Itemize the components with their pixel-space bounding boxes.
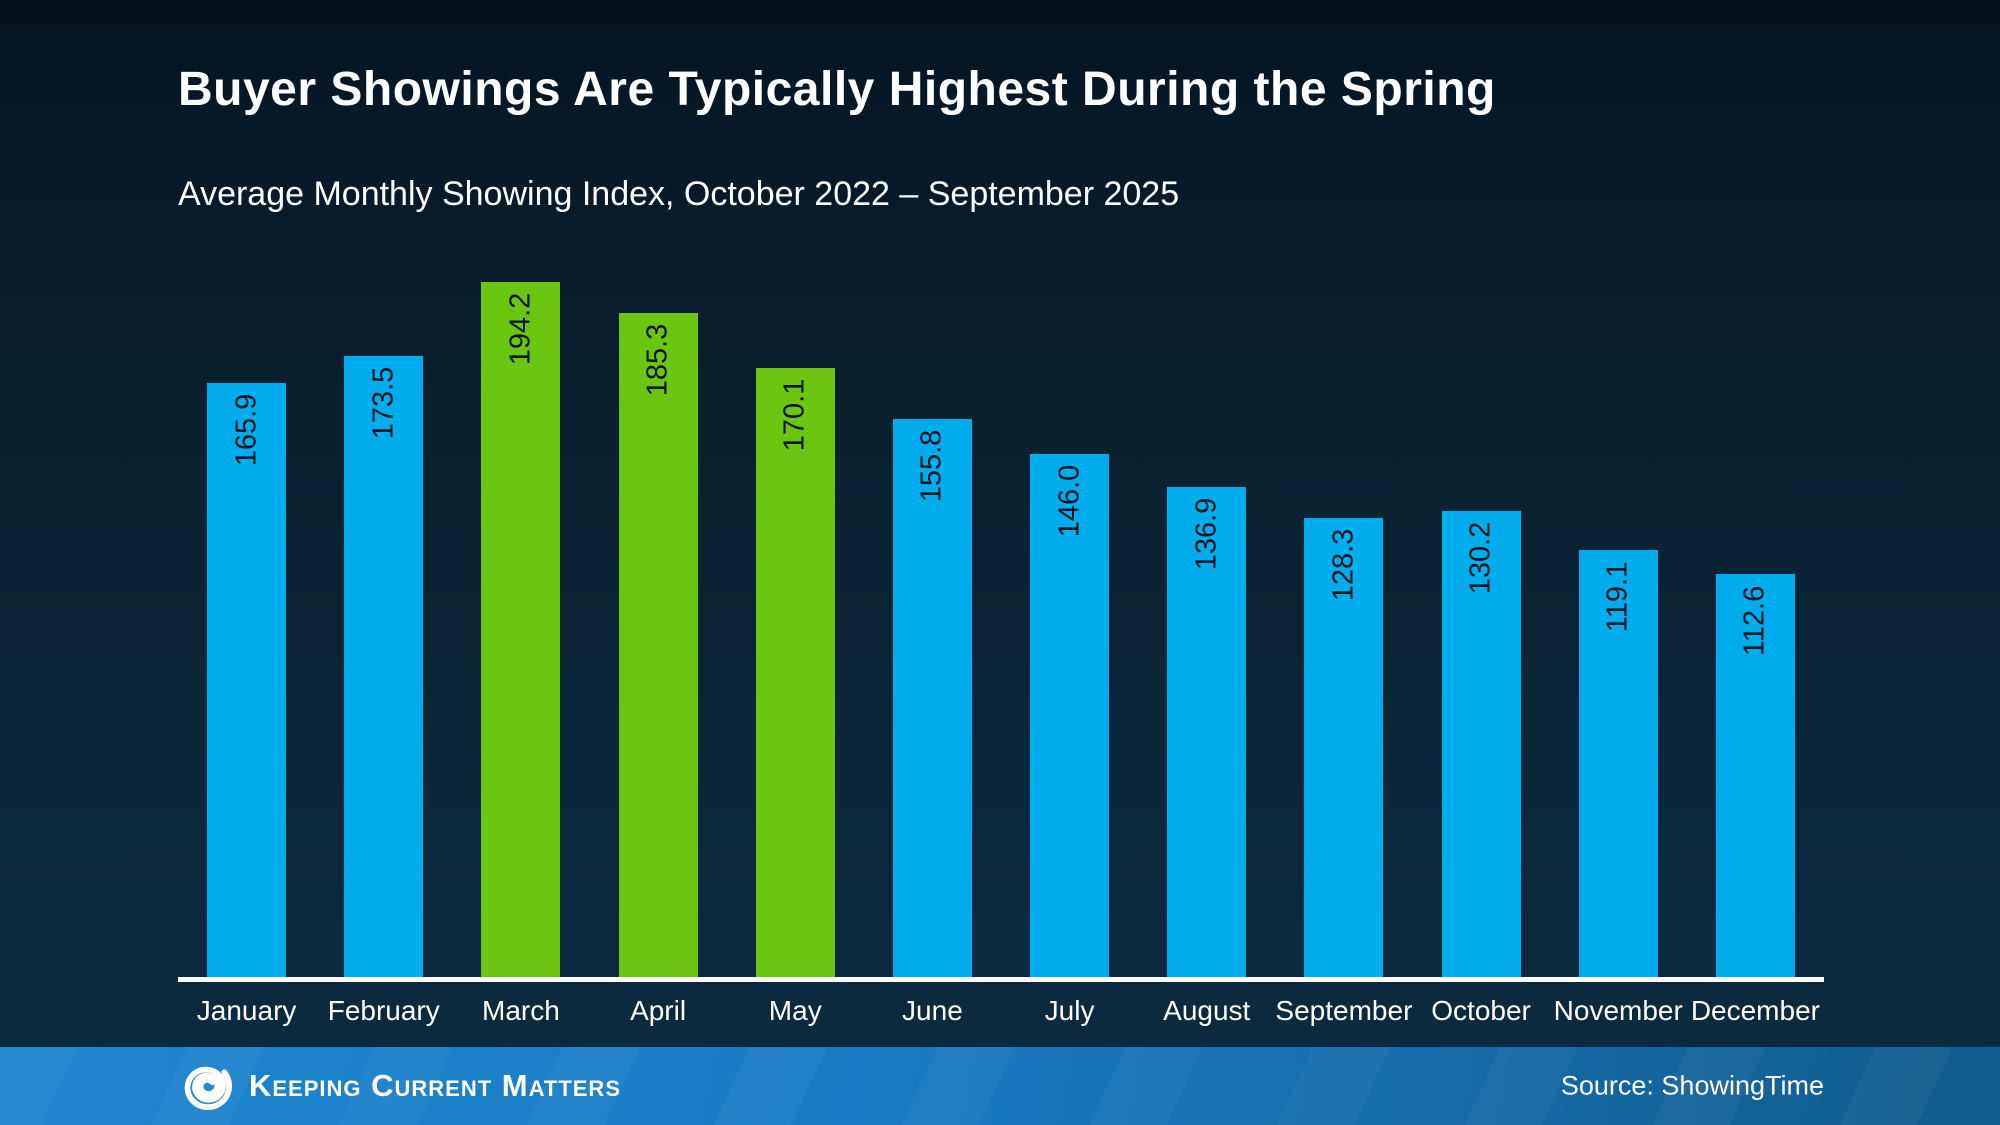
bar-september: 128.3 [1304,517,1384,977]
bar-march: 194.2 [481,281,561,977]
x-axis-label-june: June [902,995,963,1026]
bar-chart-plot-area: 165.9 173.5 194.2 185.3 170.1 155.8 146.0 136.9… [178,250,1824,982]
bar-august: 136.9 [1167,486,1247,977]
bar-value-label: 119.1 [1601,562,1634,633]
brand-block: Keeping Current Matters [183,1061,621,1111]
bar-value-label: 170.1 [778,378,811,452]
bar-value-label: 194.2 [504,292,537,365]
x-axis-label-october: October [1431,995,1531,1026]
x-axis-label-may: May [768,995,822,1026]
chart-title: Buyer Showings Are Typically Highest Dur… [178,63,1496,116]
kcm-swirl-icon [184,1066,233,1111]
x-axis-label-january: January [196,995,297,1026]
bar-value-label: 136.9 [1190,497,1223,571]
bar-value-label: 185.3 [641,324,674,397]
x-axis-label-september: September [1275,995,1413,1026]
bar-june: 155.8 [892,419,972,977]
bar-july: 146.0 [1030,454,1110,977]
bar-value-label: 173.5 [367,366,400,439]
chart-subtitle: Average Monthly Showing Index, October 2… [178,175,1180,213]
bar-value-label: 155.8 [915,429,948,503]
x-axis-label-march: March [482,995,560,1026]
x-axis-label-november: November [1553,995,1683,1026]
source-label: Source: ShowingTime [1560,1070,1824,1101]
bar-december: 112.6 [1715,573,1795,977]
x-axis-label-december: December [1690,995,1820,1026]
brand-name: Keeping Current Matters [249,1068,621,1103]
bar-value-label: 165.9 [230,393,263,467]
x-axis-labels: January February March April May June July Augu… [178,995,1824,1035]
bar-april: 185.3 [618,313,698,977]
bar-value-label: 130.2 [1464,521,1497,595]
x-axis-label-july: July [1044,995,1095,1026]
bar-january: 165.9 [207,382,287,977]
x-axis-label-april: April [630,995,687,1026]
bar-november: 119.1 [1578,550,1658,977]
footer-bar: Keeping Current Matters Source: ShowingT… [0,1047,2000,1125]
bar-october: 130.2 [1441,510,1521,977]
bar-may: 170.1 [755,367,835,977]
bar-value-label: 128.3 [1327,528,1360,601]
x-axis-label-february: February [327,995,440,1026]
bar-february: 173.5 [344,355,424,977]
x-axis-label-august: August [1163,995,1251,1026]
bar-value-label: 112.6 [1738,585,1771,656]
bar-value-label: 146.0 [1053,464,1086,538]
